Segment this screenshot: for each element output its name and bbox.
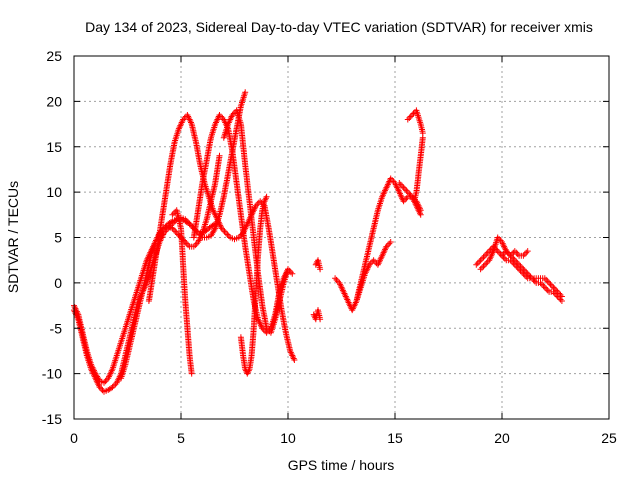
series-track-17 xyxy=(477,234,565,300)
chart-title: Day 134 of 2023, Sidereal Day-to-day VTE… xyxy=(85,19,593,35)
axis-ticks: 0 5 10 15 20 25 -15 -10 -5 0 5 10 15 20 25 xyxy=(42,48,617,446)
series-markers xyxy=(310,307,324,323)
series-markers xyxy=(312,257,324,273)
grid-lines xyxy=(74,56,609,419)
data-points xyxy=(71,89,565,395)
y-tick-label: 10 xyxy=(46,184,62,200)
y-axis-label: SDTVAR / TECUs xyxy=(5,181,21,293)
series-track-4 xyxy=(145,112,298,363)
series-track-8 xyxy=(220,107,291,336)
series-markers xyxy=(145,112,298,363)
series-track-15 xyxy=(411,134,426,205)
x-tick-label: 15 xyxy=(387,430,403,446)
x-axis-label: GPS time / hours xyxy=(288,457,395,473)
x-tick-label: 25 xyxy=(601,430,617,446)
series-track-18 xyxy=(499,248,531,259)
series-track-9 xyxy=(310,307,324,323)
y-tick-label: -5 xyxy=(50,320,63,336)
series-track-10 xyxy=(312,257,324,273)
y-tick-label: 5 xyxy=(54,230,62,246)
y-tick-label: 25 xyxy=(46,48,62,64)
series-markers xyxy=(411,134,426,205)
series-markers xyxy=(473,243,565,304)
y-tick-label: 20 xyxy=(46,93,62,109)
y-tick-label: -10 xyxy=(42,366,62,382)
series-markers xyxy=(404,107,426,137)
series-markers xyxy=(118,152,223,382)
y-tick-label: 15 xyxy=(46,139,62,155)
series-track-3 xyxy=(118,152,223,382)
x-tick-label: 0 xyxy=(70,430,78,446)
series-track-14 xyxy=(404,107,426,137)
series-markers xyxy=(499,248,531,259)
y-tick-label: -15 xyxy=(42,411,62,427)
series-markers xyxy=(220,107,291,336)
series-track-16 xyxy=(473,243,565,304)
series-markers xyxy=(477,234,565,300)
x-tick-label: 20 xyxy=(494,430,510,446)
x-tick-label: 5 xyxy=(177,430,185,446)
series-markers xyxy=(169,207,195,377)
y-tick-label: 0 xyxy=(54,275,62,291)
series-track-5 xyxy=(169,207,195,377)
x-tick-label: 10 xyxy=(280,430,296,446)
